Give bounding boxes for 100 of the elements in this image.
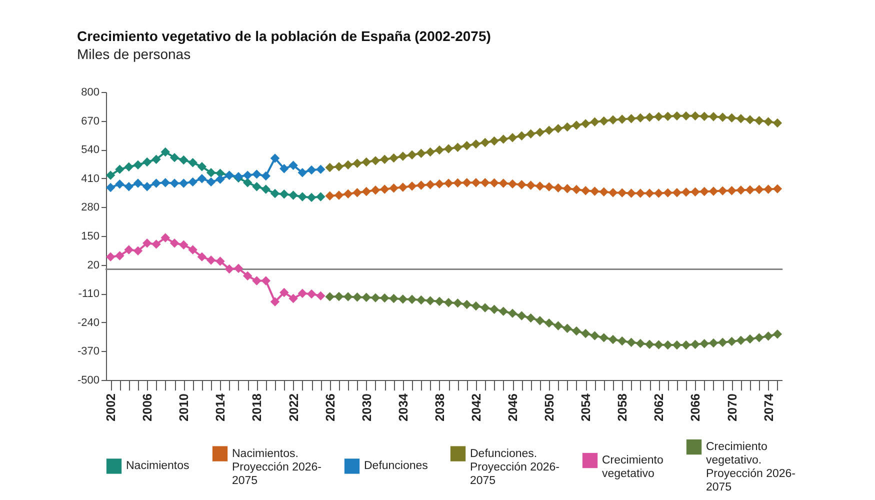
point [197, 174, 207, 184]
chart-subtitle: Miles de personas [76, 46, 191, 62]
point [480, 138, 490, 148]
point [562, 324, 572, 333]
point [453, 178, 462, 188]
point [298, 288, 308, 298]
y-tick-label: 540 [81, 144, 100, 156]
point [197, 252, 207, 262]
x-tick-label: 2002 [104, 393, 118, 422]
point [644, 188, 654, 198]
point [325, 162, 334, 172]
x-tick-label: 2018 [250, 393, 264, 422]
point [672, 340, 682, 350]
point [554, 321, 563, 330]
point [517, 180, 526, 190]
point [572, 184, 582, 194]
x-tick-label: 2006 [140, 393, 155, 422]
point [142, 182, 152, 192]
point [444, 298, 454, 308]
point [306, 165, 316, 175]
point [179, 240, 188, 250]
point [690, 340, 700, 349]
point [554, 124, 563, 134]
point [389, 294, 398, 304]
point [572, 120, 582, 130]
point [480, 178, 490, 188]
point [434, 179, 444, 189]
point [727, 113, 736, 123]
point [444, 144, 454, 154]
point [370, 156, 380, 166]
point [490, 136, 499, 146]
point [654, 340, 664, 350]
point [590, 117, 600, 127]
point [535, 316, 545, 326]
point [736, 114, 746, 124]
point [498, 178, 508, 188]
point [197, 162, 207, 172]
point [590, 331, 600, 340]
y-tick-label: 150 [81, 230, 100, 242]
point [343, 189, 353, 199]
point [334, 292, 344, 302]
point [152, 240, 161, 249]
point [380, 154, 390, 164]
x-tick-label: 2026 [323, 393, 338, 422]
x-tick-label: 2054 [579, 393, 594, 422]
point [462, 178, 472, 188]
point [517, 131, 526, 140]
point [526, 129, 536, 138]
point [727, 186, 736, 196]
y-tick-label: -500 [77, 374, 100, 386]
point [471, 301, 481, 311]
point [252, 182, 262, 192]
x-tick-label: 2034 [396, 393, 410, 422]
point [426, 296, 435, 306]
point [325, 292, 334, 302]
point [115, 180, 124, 189]
point [644, 340, 654, 349]
point [106, 252, 116, 262]
x-tick-label: 2010 [177, 393, 192, 422]
point [316, 291, 326, 300]
point [754, 333, 764, 342]
point [362, 186, 371, 196]
point [700, 112, 709, 121]
point [407, 150, 417, 160]
point [270, 297, 280, 306]
point [316, 164, 326, 174]
point [718, 186, 728, 196]
x-tick-label: 2058 [616, 393, 630, 422]
legend-label: Crecimiento vegetativo [602, 454, 664, 480]
legend-label: Nacimientos. Proyección 2026-2075 [232, 448, 322, 487]
x-tick-label: 2062 [652, 393, 666, 422]
point [398, 152, 408, 161]
point [471, 178, 481, 188]
point [580, 186, 590, 196]
point [242, 178, 252, 188]
point [426, 147, 435, 157]
x-tick-label: 2066 [688, 393, 703, 422]
point [462, 300, 472, 310]
x-tick-label: 2070 [725, 393, 740, 422]
y-tick-label: 20 [87, 259, 100, 272]
point [681, 340, 691, 350]
point [343, 160, 353, 170]
point [580, 328, 590, 338]
point [681, 188, 691, 197]
point [526, 180, 536, 190]
point [280, 190, 289, 199]
point [206, 168, 216, 178]
point [280, 288, 289, 298]
point [170, 178, 180, 188]
point [316, 192, 326, 202]
point [626, 188, 636, 198]
point [772, 184, 782, 194]
point [453, 142, 462, 152]
point [608, 115, 618, 125]
point [416, 148, 426, 158]
point [242, 170, 252, 180]
point [306, 289, 316, 299]
point [188, 158, 198, 168]
point [764, 184, 773, 194]
point [736, 336, 746, 345]
